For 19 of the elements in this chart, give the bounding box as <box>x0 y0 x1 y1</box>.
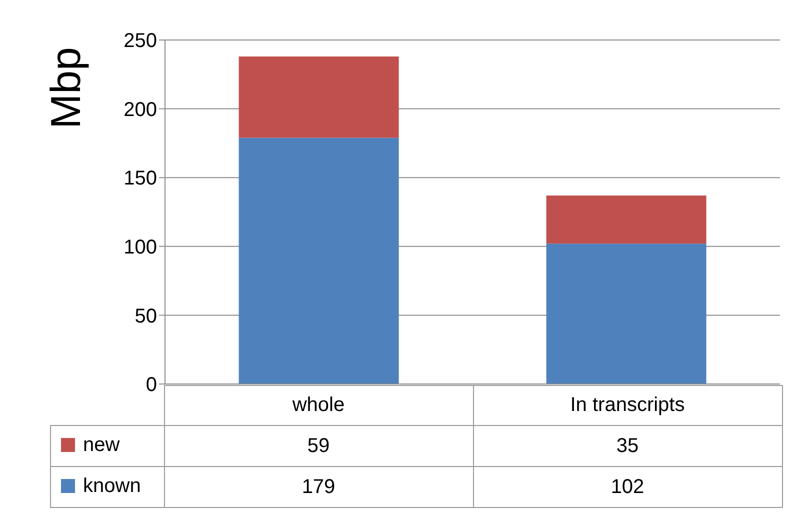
legend-label: known <box>83 474 141 498</box>
y-tick-label: 250 <box>124 30 157 52</box>
bar <box>546 195 706 244</box>
data-label: 35 <box>473 426 782 466</box>
y-tick-label: 200 <box>124 98 157 121</box>
bar <box>238 56 399 138</box>
data-label: 102 <box>473 466 782 508</box>
bar <box>546 244 706 384</box>
legend-label: new <box>83 434 120 457</box>
x-tick-label: In transcripts <box>473 386 782 426</box>
data-label: 179 <box>164 466 473 508</box>
y-tick-label: 0 <box>146 374 157 396</box>
y-tick-label: 100 <box>124 236 157 258</box>
y-tick-label: 50 <box>134 305 157 328</box>
y-axis-title: Mbp <box>41 46 90 131</box>
x-tick-label: whole <box>164 386 473 426</box>
bar <box>238 138 399 384</box>
data-label: 59 <box>164 426 473 466</box>
y-tick-label: 150 <box>124 168 157 190</box>
